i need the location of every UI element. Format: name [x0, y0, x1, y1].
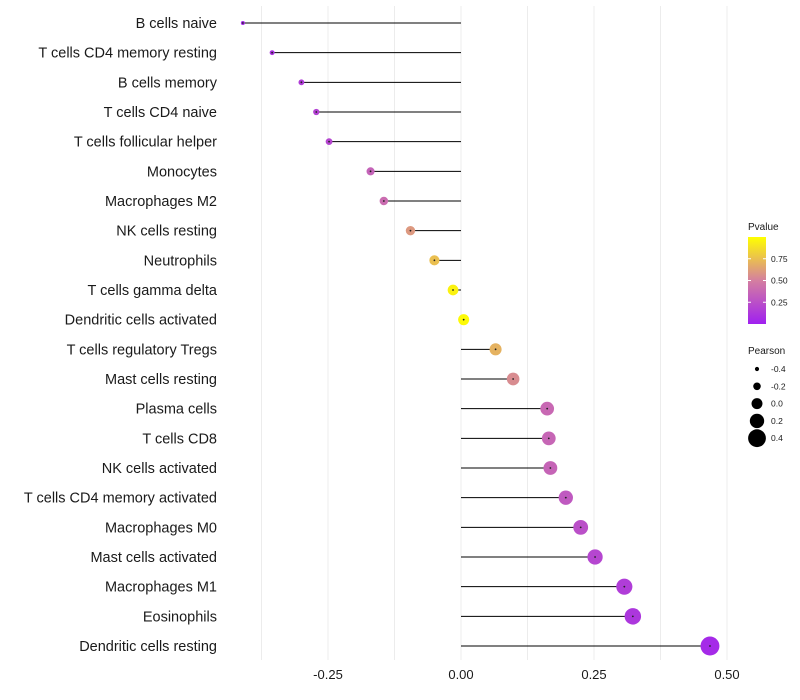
lollipop-point-center — [300, 81, 303, 84]
y-label: T cells regulatory Tregs — [67, 342, 217, 358]
x-tick-label: 0.25 — [581, 667, 606, 682]
pearson-legend-key — [748, 429, 766, 448]
pearson-legend-key — [754, 366, 760, 372]
grid-layer — [261, 6, 728, 660]
y-label: B cells memory — [118, 75, 218, 91]
y-label: T cells follicular helper — [74, 135, 217, 151]
lollipop-point-center — [382, 200, 385, 202]
y-label: T cells CD4 memory activated — [24, 491, 217, 507]
lollipop-point-center — [369, 170, 372, 173]
lollipop-point-center — [494, 348, 497, 351]
x-tick-label: 0.50 — [714, 667, 739, 682]
pvalue-colorbar — [748, 237, 766, 324]
pearson-legend-key — [751, 398, 763, 410]
pvalue-legend-tick-label: 0.50 — [771, 276, 788, 286]
lollipop-point-center — [409, 229, 412, 232]
y-label: B cells naive — [136, 16, 217, 32]
y-label: T cells CD4 memory resting — [38, 46, 217, 62]
lollipop-point-center — [271, 51, 274, 54]
y-label: Monocytes — [147, 164, 217, 180]
lollipop-point-center — [631, 615, 634, 618]
pearson-legend-items: -0.4 -0.2 0.0 0.2 0.4 — [748, 364, 786, 448]
pvalue-legend: Pvalue 0.25 0.50 0.75 — [748, 222, 788, 324]
x-tick-label: 0.00 — [448, 667, 473, 682]
lollipop-point-center — [594, 556, 596, 558]
pearson-legend-label: 0.2 — [771, 416, 783, 426]
pearson-legend-label: 0.4 — [771, 433, 783, 443]
pearson-legend-label: -0.4 — [771, 364, 786, 374]
pearson-legend-label: -0.2 — [771, 381, 786, 391]
lollipop-point-center — [241, 22, 244, 24]
lollipop-point-center — [549, 467, 552, 469]
y-label: Plasma cells — [136, 402, 217, 418]
y-label: Dendritic cells activated — [65, 313, 217, 329]
y-label: Macrophages M0 — [105, 520, 217, 536]
pearson-legend-key — [749, 413, 765, 429]
pvalue-legend-tick-label: 0.75 — [771, 254, 788, 264]
pearson-legend: Pearson -0.4 -0.2 0.0 0.2 0.4 — [748, 346, 786, 448]
lollipop-point-center — [433, 259, 436, 262]
y-label: T cells gamma delta — [88, 283, 218, 299]
pearson-legend-title: Pearson — [748, 346, 785, 357]
y-label: Mast cells activated — [90, 550, 217, 566]
lollipop-point-center — [564, 496, 567, 499]
lollipop-point-center — [579, 526, 582, 529]
lollipop-point-center — [452, 289, 454, 291]
lollipop-point-center — [546, 407, 549, 410]
pvalue-legend-tick-label: 0.25 — [771, 297, 788, 307]
lollipop-point-center — [512, 378, 515, 380]
lollipop-point-center — [328, 140, 330, 143]
y-label: T cells CD8 — [142, 431, 217, 447]
pearson-legend-label: 0.0 — [771, 399, 783, 409]
pvalue-legend-ticks: 0.25 0.50 0.75 — [748, 254, 788, 307]
lollipop-point-center — [462, 318, 465, 321]
y-label: Neutrophils — [144, 253, 217, 269]
y-label: Dendritic cells resting — [79, 639, 217, 655]
y-label: Macrophages M1 — [105, 580, 217, 596]
x-axis-tick-labels: -0.25 0.00 0.25 0.50 — [313, 667, 739, 682]
y-label: T cells CD4 naive — [104, 105, 217, 121]
y-label: Mast cells resting — [105, 372, 217, 388]
lollipop-point-center — [623, 585, 626, 588]
y-label: Eosinophils — [143, 609, 217, 625]
lollipop-point-center — [315, 111, 318, 113]
lollipop-segments — [242, 22, 710, 647]
x-tick-label: -0.25 — [313, 667, 343, 682]
y-label: NK cells resting — [116, 224, 217, 240]
lollipop-point-center — [709, 645, 711, 647]
pearson-legend-key — [753, 382, 761, 391]
pvalue-legend-title: Pvalue — [748, 222, 779, 233]
y-label: NK cells activated — [102, 461, 217, 477]
lollipop-point-center — [547, 437, 550, 440]
lollipop-points — [240, 21, 720, 656]
y-label: Macrophages M2 — [105, 194, 217, 210]
y-axis-labels: B cells naive T cells CD4 memory resting B… — [24, 16, 218, 655]
